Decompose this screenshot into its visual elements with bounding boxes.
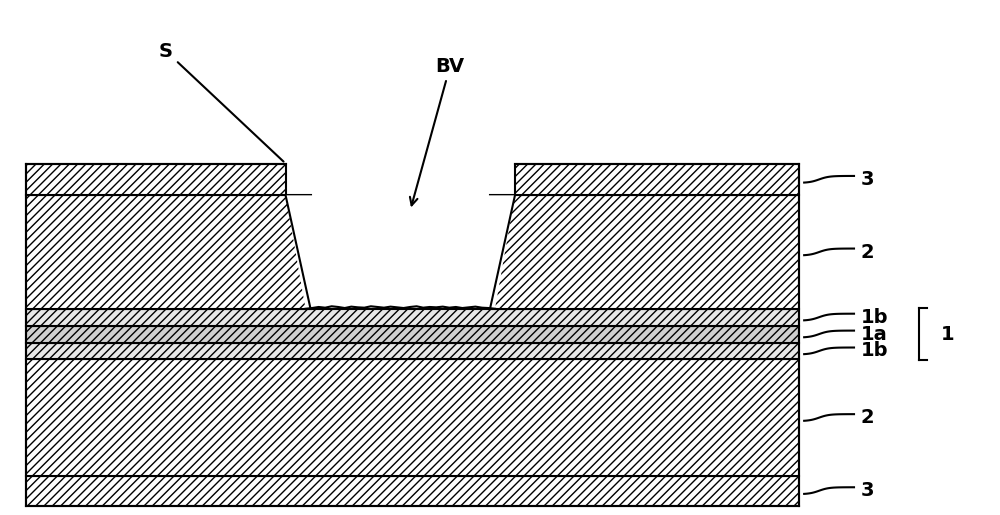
- Text: 3: 3: [861, 481, 874, 500]
- Text: 1b: 1b: [861, 307, 888, 327]
- Bar: [26, 308, 799, 325]
- Polygon shape: [286, 195, 515, 308]
- Text: BV: BV: [410, 57, 465, 205]
- Bar: [26, 163, 286, 195]
- Bar: [26, 195, 311, 308]
- Bar: [490, 195, 799, 308]
- Text: 1a: 1a: [861, 324, 888, 344]
- Bar: [26, 359, 799, 476]
- Bar: [515, 163, 799, 195]
- Text: 3: 3: [861, 170, 874, 189]
- Text: 1: 1: [941, 324, 954, 344]
- Text: 2: 2: [861, 408, 875, 427]
- Text: 2: 2: [861, 243, 875, 262]
- Text: S: S: [159, 42, 284, 162]
- Bar: [26, 342, 799, 359]
- Text: 1b: 1b: [861, 341, 888, 360]
- Bar: [26, 325, 799, 342]
- Bar: [26, 476, 799, 506]
